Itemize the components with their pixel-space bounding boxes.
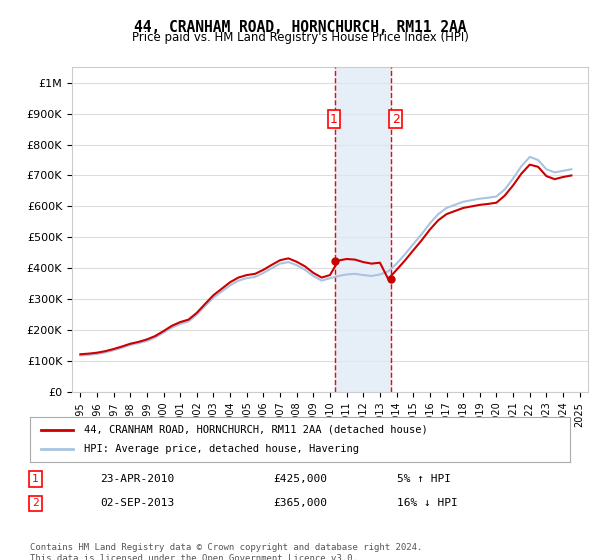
Text: 2: 2 [32,498,39,508]
Text: Price paid vs. HM Land Registry's House Price Index (HPI): Price paid vs. HM Land Registry's House … [131,31,469,44]
Text: 5% ↑ HPI: 5% ↑ HPI [397,474,451,484]
Text: 1: 1 [32,474,39,484]
Text: 23-APR-2010: 23-APR-2010 [100,474,175,484]
Text: 1: 1 [330,113,338,126]
Text: HPI: Average price, detached house, Havering: HPI: Average price, detached house, Have… [84,445,359,455]
Text: 2: 2 [392,113,400,126]
Text: £425,000: £425,000 [273,474,327,484]
Text: 16% ↓ HPI: 16% ↓ HPI [397,498,458,508]
Text: Contains HM Land Registry data © Crown copyright and database right 2024.
This d: Contains HM Land Registry data © Crown c… [30,543,422,560]
Text: 44, CRANHAM ROAD, HORNCHURCH, RM11 2AA (detached house): 44, CRANHAM ROAD, HORNCHURCH, RM11 2AA (… [84,424,428,435]
Text: 44, CRANHAM ROAD, HORNCHURCH, RM11 2AA: 44, CRANHAM ROAD, HORNCHURCH, RM11 2AA [134,20,466,35]
Text: £365,000: £365,000 [273,498,327,508]
Bar [335,67,391,392]
Text: 02-SEP-2013: 02-SEP-2013 [100,498,175,508]
